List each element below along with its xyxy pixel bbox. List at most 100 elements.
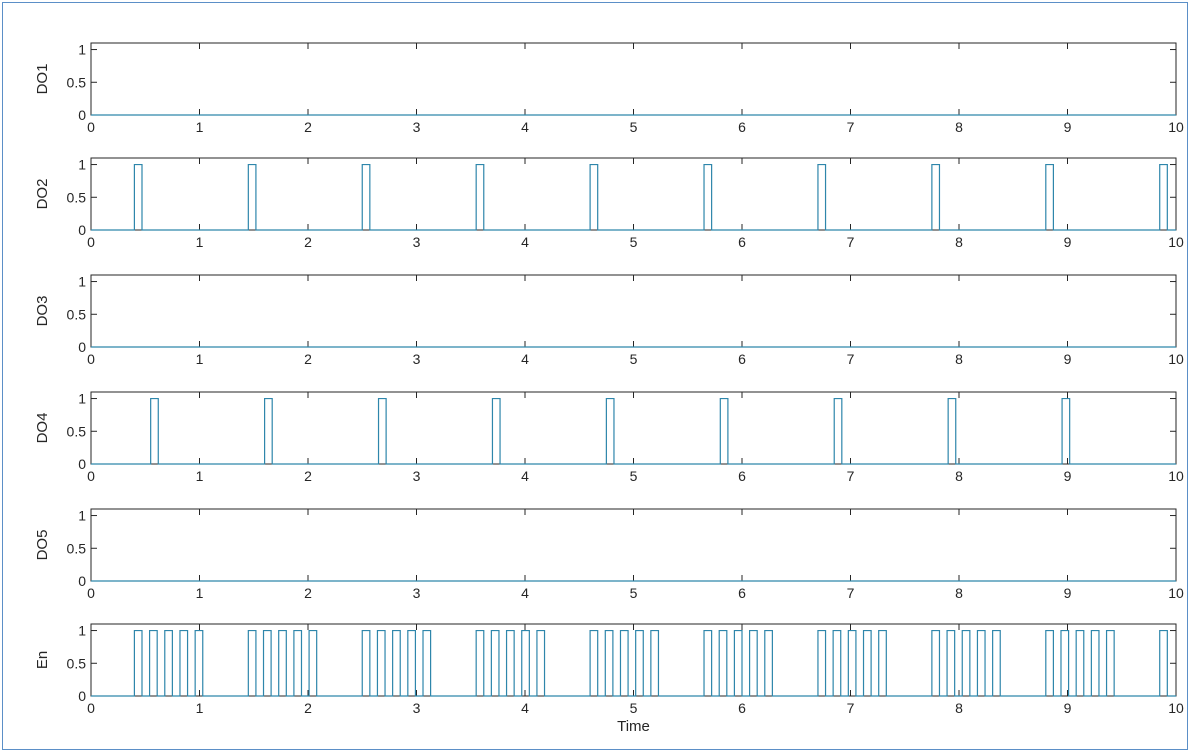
x-tick-label: 1	[196, 119, 204, 135]
x-tick-label: 2	[304, 119, 312, 135]
axes-box	[90, 391, 1177, 465]
y-tick-label: 0	[78, 573, 86, 589]
y-tick-label: 1	[78, 508, 86, 524]
x-tick-label: 10	[1168, 234, 1184, 250]
x-tick-label: 5	[630, 700, 638, 716]
x-tick-label: 2	[304, 585, 312, 601]
x-tick-label: 8	[955, 700, 963, 716]
y-tick-label: 0.5	[67, 655, 87, 671]
y-tick-label: 1	[78, 157, 86, 173]
x-tick-label: 7	[847, 700, 855, 716]
y-tick-label: 1	[78, 623, 86, 639]
x-tick-label: 8	[955, 234, 963, 250]
x-tick-label: 2	[304, 468, 312, 484]
x-tick-label: 7	[847, 351, 855, 367]
subplot-do1: 0 1 2 3 4 5 6 7 8 9 10 0 0.5 1 DO1	[34, 42, 1184, 135]
x-tick-label: 3	[413, 234, 421, 250]
x-tick-label: 4	[521, 119, 529, 135]
y-axis-label: DO1	[34, 64, 51, 95]
x-tick-label: 1	[196, 234, 204, 250]
x-tick-label: 3	[413, 585, 421, 601]
axes-box	[90, 157, 1177, 231]
x-tick-label: 9	[1064, 234, 1072, 250]
x-tick-label: 4	[521, 585, 529, 601]
x-tick-label: 6	[738, 585, 746, 601]
y-tick-label: 0	[78, 107, 86, 123]
x-tick-label: 5	[630, 234, 638, 250]
x-tick-label: 0	[87, 468, 95, 484]
y-tick-label: 0.5	[67, 74, 87, 90]
x-tick-label: 8	[955, 468, 963, 484]
x-tick-label: 4	[521, 468, 529, 484]
x-tick-label: 3	[413, 700, 421, 716]
x-tick-label: 4	[521, 700, 529, 716]
x-tick-label: 0	[87, 119, 95, 135]
x-tick-label: 8	[955, 585, 963, 601]
y-tick-label: 0.5	[67, 306, 87, 322]
x-tick-label: 10	[1168, 351, 1184, 367]
x-tick-label: 9	[1064, 468, 1072, 484]
y-tick-label: 1	[78, 391, 86, 407]
signal-trace-en	[91, 629, 1176, 697]
axes-box	[90, 623, 1177, 697]
y-tick-label: 0	[78, 456, 86, 472]
x-tick-label: 2	[304, 700, 312, 716]
axes-box	[90, 508, 1177, 582]
x-tick-label: 10	[1168, 468, 1184, 484]
axes-box	[90, 42, 1177, 116]
y-axis-label: DO3	[34, 296, 51, 327]
x-tick-label: 2	[304, 234, 312, 250]
x-tick-label: 5	[630, 119, 638, 135]
x-axis-label: Time	[617, 718, 650, 735]
x-tick-label: 6	[738, 700, 746, 716]
x-tick-label: 10	[1168, 119, 1184, 135]
x-tick-label: 9	[1064, 119, 1072, 135]
y-tick-label: 0.5	[67, 423, 87, 439]
y-axis-label: DO2	[34, 179, 51, 210]
x-tick-label: 5	[630, 468, 638, 484]
y-tick-label: 1	[78, 42, 86, 58]
x-tick-label: 1	[196, 351, 204, 367]
x-tick-label: 6	[738, 119, 746, 135]
y-tick-label: 0	[78, 688, 86, 704]
x-tick-label: 1	[196, 700, 204, 716]
x-tick-label: 7	[847, 468, 855, 484]
x-tick-label: 0	[87, 585, 95, 601]
x-tick-label: 0	[87, 351, 95, 367]
subplot-do5: 0 1 2 3 4 5 6 7 8 9 10 0 0.5 1 DO5	[34, 508, 1184, 601]
x-tick-label: 2	[304, 351, 312, 367]
x-tick-label: 7	[847, 585, 855, 601]
x-tick-label: 7	[847, 234, 855, 250]
axes-box	[90, 274, 1177, 348]
x-tick-label: 3	[413, 351, 421, 367]
subplot-en: 0 1 2 3 4 5 6 7 8 9 10 0 0.5 1 En Time	[34, 623, 1184, 735]
signal-trace-do2	[91, 163, 1176, 231]
signal-trace-do4	[91, 397, 1176, 465]
x-tick-label: 10	[1168, 585, 1184, 601]
y-axis-label: En	[34, 651, 51, 669]
x-tick-label: 5	[630, 351, 638, 367]
x-tick-label: 4	[521, 351, 529, 367]
x-tick-label: 6	[738, 234, 746, 250]
y-axis-label: DO4	[34, 413, 51, 444]
x-tick-label: 0	[87, 700, 95, 716]
y-tick-label: 0	[78, 222, 86, 238]
y-tick-label: 1	[78, 274, 86, 290]
x-tick-label: 9	[1064, 700, 1072, 716]
x-tick-label: 3	[413, 119, 421, 135]
y-tick-label: 0.5	[67, 540, 87, 556]
subplot-do3: 0 1 2 3 4 5 6 7 8 9 10 0 0.5 1 DO3	[34, 274, 1184, 367]
x-tick-label: 5	[630, 585, 638, 601]
x-tick-label: 9	[1064, 351, 1072, 367]
x-tick-label: 1	[196, 468, 204, 484]
subplot-do2: 0 1 2 3 4 5 6 7 8 9 10 0 0.5 1 DO2	[34, 157, 1184, 250]
x-tick-label: 7	[847, 119, 855, 135]
x-tick-label: 9	[1064, 585, 1072, 601]
x-tick-label: 6	[738, 351, 746, 367]
x-tick-label: 8	[955, 119, 963, 135]
subplot-do4: 0 1 2 3 4 5 6 7 8 9 10 0 0.5 1 DO4	[34, 391, 1184, 484]
x-tick-label: 8	[955, 351, 963, 367]
x-tick-label: 0	[87, 234, 95, 250]
